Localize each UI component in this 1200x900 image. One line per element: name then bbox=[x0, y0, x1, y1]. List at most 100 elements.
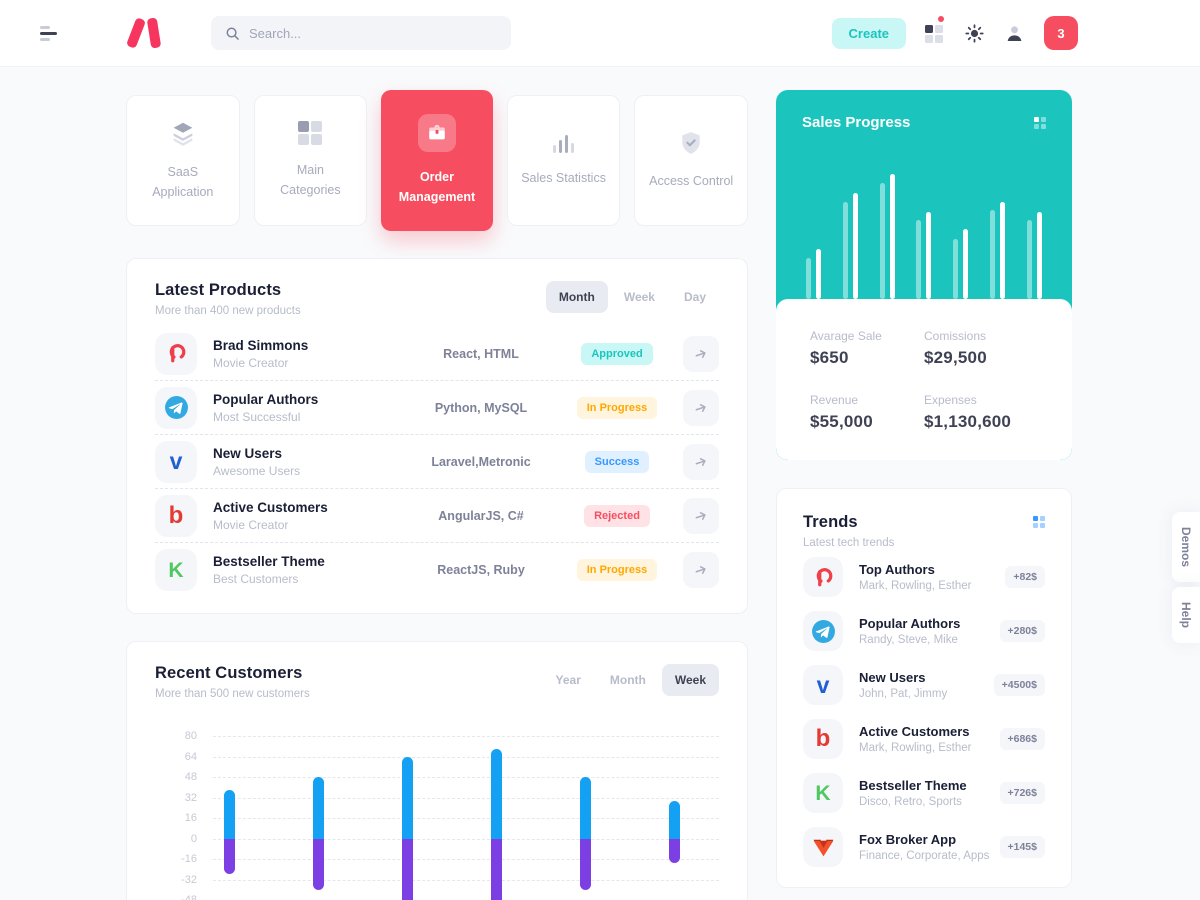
side-tab-demos[interactable]: Demos bbox=[1172, 512, 1200, 583]
gridline bbox=[213, 756, 719, 758]
bar-negative bbox=[312, 838, 324, 890]
row-arrow-button[interactable] bbox=[683, 443, 719, 480]
tab-month[interactable]: Month bbox=[545, 281, 608, 313]
grid-squares-icon bbox=[298, 121, 323, 146]
category-cards: SaaS Application Main Categories Order Man… bbox=[126, 90, 748, 231]
bar-secondary bbox=[842, 201, 848, 299]
category-card-order-management[interactable]: Order Management bbox=[381, 90, 493, 231]
y-axis-tick: -48 bbox=[181, 894, 197, 900]
trend-desc: John, Pat, Jimmy bbox=[859, 688, 948, 700]
apps-grid-icon[interactable] bbox=[925, 16, 945, 45]
bar-negative bbox=[490, 838, 502, 900]
sales-bar-pair bbox=[806, 249, 821, 299]
side-tab-help[interactable]: Help bbox=[1172, 587, 1200, 644]
trend-name: Top Authors bbox=[859, 562, 935, 577]
bar-negative bbox=[579, 838, 591, 890]
dots-menu-icon[interactable] bbox=[1034, 117, 1046, 129]
stat-expenses: Expenses $1,130,600 bbox=[924, 393, 1038, 432]
trend-amount: +726$ bbox=[999, 782, 1045, 804]
bar-positive bbox=[401, 756, 413, 839]
briefcase-icon bbox=[417, 114, 456, 153]
stat-value: $29,500 bbox=[924, 348, 987, 367]
bar-primary bbox=[816, 249, 821, 299]
layers-icon bbox=[168, 119, 198, 147]
sun-icon[interactable] bbox=[964, 23, 985, 44]
tab-day[interactable]: Day bbox=[683, 290, 706, 304]
bar-positive bbox=[312, 777, 324, 839]
stat-value: $650 bbox=[810, 348, 849, 367]
product-name-block: Bestseller Theme Best Customers bbox=[213, 554, 397, 586]
bar-positive bbox=[668, 801, 680, 839]
sales-bar-pair bbox=[879, 174, 895, 299]
y-axis-tick: 48 bbox=[184, 771, 197, 783]
category-card-main-categories[interactable]: Main Categories bbox=[253, 95, 368, 226]
bar-chart-icon bbox=[552, 133, 575, 153]
tab-year[interactable]: Year bbox=[555, 673, 581, 687]
sales-progress-card: Sales Progress Avarage Sale $650 Comission… bbox=[776, 90, 1072, 460]
product-name: New Users bbox=[213, 445, 283, 461]
product-name-block: Active Customers Movie Creator bbox=[213, 500, 397, 532]
category-card-saas-application[interactable]: SaaS Application bbox=[126, 95, 240, 226]
trend-row-popular-authors: Popular Authors Randy, Steve, Mike +280$ bbox=[803, 605, 1045, 657]
plaster-icon bbox=[803, 557, 843, 597]
bar-negative bbox=[668, 838, 680, 863]
status-badge: Rejected bbox=[584, 504, 650, 527]
bar-secondary bbox=[916, 220, 922, 299]
dots-menu-icon[interactable] bbox=[1033, 516, 1045, 528]
notification-badge[interactable]: 3 bbox=[1044, 16, 1078, 50]
sales-progress-stats: Avarage Sale $650 Comissions $29,500 Revenue… bbox=[776, 299, 1072, 460]
product-tech: Python, MySQL bbox=[434, 400, 528, 415]
shield-check-icon bbox=[678, 130, 704, 156]
fox-icon bbox=[803, 827, 843, 867]
kickstarter-icon: K bbox=[155, 549, 197, 591]
trend-name: Fox Broker App bbox=[859, 832, 957, 847]
side-tabs: Demos Help bbox=[1172, 512, 1200, 644]
trend-desc: Mark, Rowling, Esther bbox=[859, 742, 972, 754]
bar-negative bbox=[223, 838, 235, 875]
gridline bbox=[213, 818, 719, 819]
row-arrow-button[interactable] bbox=[683, 389, 719, 426]
category-card-label: Sales Statistics bbox=[521, 170, 606, 185]
trend-amount: +280$ bbox=[999, 620, 1045, 642]
trend-name: Active Customers bbox=[859, 724, 970, 739]
product-row-active-customers: b Active Customers Movie Creator AngularJS,… bbox=[155, 489, 719, 543]
trend-desc: Randy, Steve, Mike bbox=[859, 634, 958, 646]
app-logo[interactable] bbox=[125, 17, 167, 49]
product-role: Most Successful bbox=[213, 409, 301, 424]
product-row-brad-simmons: Brad Simmons Movie Creator React, HTML Appr… bbox=[155, 327, 719, 381]
latest-products-tabs: Month Week Day bbox=[545, 281, 719, 313]
gridline bbox=[213, 859, 719, 860]
telegram-icon bbox=[155, 386, 197, 429]
category-card-label: Order Management bbox=[398, 170, 476, 204]
burger-menu-icon[interactable] bbox=[40, 25, 57, 41]
tab-week[interactable]: Week bbox=[623, 290, 655, 304]
gridline bbox=[213, 838, 719, 840]
bar-secondary bbox=[879, 182, 885, 299]
bar-secondary bbox=[1026, 220, 1032, 299]
product-tech: AngularJS, C# bbox=[438, 508, 524, 523]
product-tech: Laravel,Metronic bbox=[431, 454, 531, 469]
category-card-sales-statistics[interactable]: Sales Statistics bbox=[506, 95, 621, 226]
search-box[interactable] bbox=[211, 16, 511, 50]
tab-week[interactable]: Week bbox=[661, 664, 719, 696]
tab-month[interactable]: Month bbox=[609, 673, 646, 687]
sales-progress-title: Sales Progress bbox=[802, 114, 911, 131]
plaster-icon bbox=[155, 332, 197, 375]
user-icon[interactable] bbox=[1004, 23, 1025, 44]
vimeo-icon: v bbox=[155, 440, 197, 483]
vimeo-icon: v bbox=[803, 665, 843, 705]
status-badge: Success bbox=[584, 450, 650, 473]
bar-secondary bbox=[990, 210, 996, 299]
row-arrow-button[interactable] bbox=[683, 497, 719, 534]
bebo-icon: b bbox=[155, 494, 197, 537]
search-input[interactable] bbox=[249, 25, 497, 41]
create-button[interactable]: Create bbox=[831, 17, 906, 49]
category-card-access-control[interactable]: Access Control bbox=[634, 95, 748, 226]
bar-positive bbox=[223, 789, 235, 839]
product-name-block: Popular Authors Most Successful bbox=[213, 392, 397, 424]
stat-label: Avarage Sale bbox=[810, 329, 882, 343]
kickstarter-icon: K bbox=[803, 773, 843, 813]
row-arrow-button[interactable] bbox=[683, 335, 719, 372]
telegram-icon bbox=[803, 611, 843, 651]
row-arrow-button[interactable] bbox=[683, 552, 719, 588]
